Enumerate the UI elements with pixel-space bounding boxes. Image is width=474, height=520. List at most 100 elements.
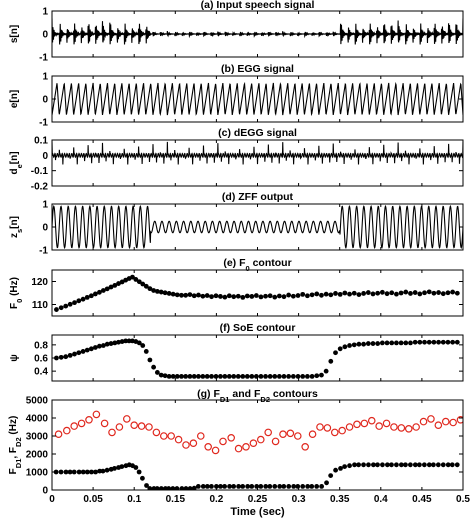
data-point-soe-s0-47	[244, 374, 250, 379]
data-point-fd-s1-84	[417, 462, 422, 468]
data-point-fd-s0-38	[338, 426, 346, 435]
data-point-soe-s0-49	[253, 374, 259, 379]
data-point-f0-s0-50	[258, 294, 264, 300]
data-point-fd-s1-91	[449, 462, 455, 468]
x-tick-label-fd: 0.35	[330, 494, 350, 505]
data-point-fd-s1-70	[352, 462, 357, 468]
data-point-soe-s0-28	[162, 373, 168, 379]
x-tick-label-fd: 0.5	[456, 494, 470, 505]
data-point-fd-s0-47	[404, 424, 413, 433]
x-tick-label-fd: 0.2	[209, 494, 223, 505]
data-point-f0-s0-89	[440, 291, 446, 297]
data-point-soe-s0-79	[394, 340, 399, 346]
data-point-fd-s0-51	[434, 421, 443, 430]
data-point-f0-s0-37	[200, 293, 206, 299]
y-axis-label-egg: e[n]	[9, 90, 20, 108]
x-axis-label-fd: Time (sec)	[230, 506, 285, 518]
y-tick-label-egg: 0	[42, 95, 48, 106]
data-point-f0-s0-61	[309, 292, 315, 298]
data-point-f0-s0-41	[218, 294, 223, 299]
data-point-fd-s0-29	[271, 437, 280, 446]
data-point-fd-s0-34	[308, 430, 317, 439]
data-point-fd-s1-2	[63, 469, 69, 475]
data-point-soe-s0-36	[196, 374, 201, 379]
data-point-fd-s1-86	[426, 462, 432, 468]
panel-fd: 0 1000 2000 3000 4000 5000 0 0.05 0.1 0.15 0.2 0.25…	[8, 388, 470, 518]
data-point-f0-s0-38	[204, 293, 210, 298]
data-point-f0-s0-0	[54, 307, 59, 312]
data-point-soe-s0-40	[213, 374, 219, 379]
panel-egg: -1 0 1 (b) EGG signal e[n]	[9, 63, 464, 129]
panel-soe: 0.4 0.6 0.8 (f) SoE contour ψ	[9, 322, 464, 382]
data-point-fd-s0-28	[264, 428, 272, 437]
data-point-f0-s0-85	[422, 290, 427, 296]
data-point-f0-s0-49	[253, 293, 259, 298]
data-point-soe-s0-61	[309, 374, 315, 379]
data-point-fd-s1-49	[254, 484, 260, 489]
data-point-f0-s0-68	[342, 290, 348, 296]
data-point-fd-s0-50	[427, 415, 435, 423]
data-point-fd-s1-23	[144, 483, 149, 488]
data-point-f0-s0-3	[67, 301, 73, 307]
data-point-soe-s0-68	[342, 344, 348, 350]
data-point-soe-s0-32	[179, 374, 184, 379]
data-point-fd-s1-12	[104, 467, 110, 473]
data-point-f0-s0-32	[179, 292, 184, 298]
data-point-fd-s1-29	[166, 486, 172, 490]
data-point-soe-s0-10	[97, 343, 102, 349]
data-point-fd-s0-48	[412, 423, 420, 431]
data-point-soe-s0-39	[209, 374, 214, 379]
data-point-f0-s0-63	[319, 292, 324, 298]
data-point-fd-s1-46	[240, 484, 246, 489]
data-point-soe-s0-8	[88, 346, 94, 352]
data-point-fd-s0-8	[115, 423, 124, 431]
data-point-f0-s0-44	[231, 294, 237, 300]
y-tick-label-fd: 2000	[26, 450, 49, 461]
data-point-f0-s0-71	[356, 292, 362, 298]
data-point-f0-s0-59	[300, 291, 306, 297]
plot-area-soe	[54, 338, 460, 379]
data-point-fd-s0-13	[152, 428, 161, 437]
data-point-f0-s0-40	[213, 293, 219, 299]
data-point-f0-s0-67	[337, 291, 343, 297]
data-point-f0-s0-28	[162, 290, 168, 296]
data-point-f0-s0-15	[116, 281, 121, 286]
data-point-fd-s0-26	[249, 439, 258, 448]
x-tick-label-fd: 0.1	[127, 494, 141, 505]
data-point-fd-s1-80	[398, 462, 404, 468]
y-tick-label-egg: -1	[39, 118, 48, 129]
data-point-fd-s0-36	[323, 424, 332, 432]
data-point-fd-s0-30	[279, 430, 287, 439]
data-point-fd-s1-76	[380, 462, 385, 468]
data-point-f0-s0-19	[130, 274, 135, 280]
data-point-f0-s0-78	[389, 290, 395, 296]
data-point-soe-s0-41	[218, 374, 223, 379]
data-point-f0-s0-70	[351, 290, 357, 296]
data-point-fd-s1-64	[324, 480, 329, 486]
data-point-f0-s0-76	[379, 289, 385, 295]
data-point-soe-s0-38	[204, 374, 210, 379]
data-point-f0-s0-36	[196, 292, 201, 298]
y-tick-label-degg: -0.1	[31, 166, 49, 177]
data-point-soe-s0-51	[263, 374, 268, 379]
data-point-soe-s0-26	[154, 370, 160, 375]
plot-area-speech	[52, 18, 463, 45]
data-point-soe-s0-4	[72, 351, 77, 357]
data-point-fd-s0-42	[367, 416, 376, 425]
data-point-fd-s0-40	[353, 420, 361, 429]
data-point-soe-s0-27	[158, 372, 164, 378]
data-point-fd-s0-46	[397, 424, 406, 432]
data-point-fd-s1-57	[291, 484, 297, 489]
waveform-degg	[52, 141, 463, 165]
data-point-fd-s0-43	[375, 422, 383, 430]
data-point-fd-s1-39	[209, 484, 214, 489]
data-point-fd-s1-34	[187, 486, 193, 490]
data-point-soe-s0-62	[314, 373, 320, 379]
data-point-f0-s0-91	[450, 289, 456, 295]
data-point-f0-s0-1	[58, 305, 64, 311]
data-point-soe-s0-83	[412, 339, 418, 345]
data-point-f0-s0-52	[267, 293, 273, 299]
data-point-f0-s0-57	[290, 293, 296, 299]
data-point-soe-s0-81	[403, 340, 409, 346]
